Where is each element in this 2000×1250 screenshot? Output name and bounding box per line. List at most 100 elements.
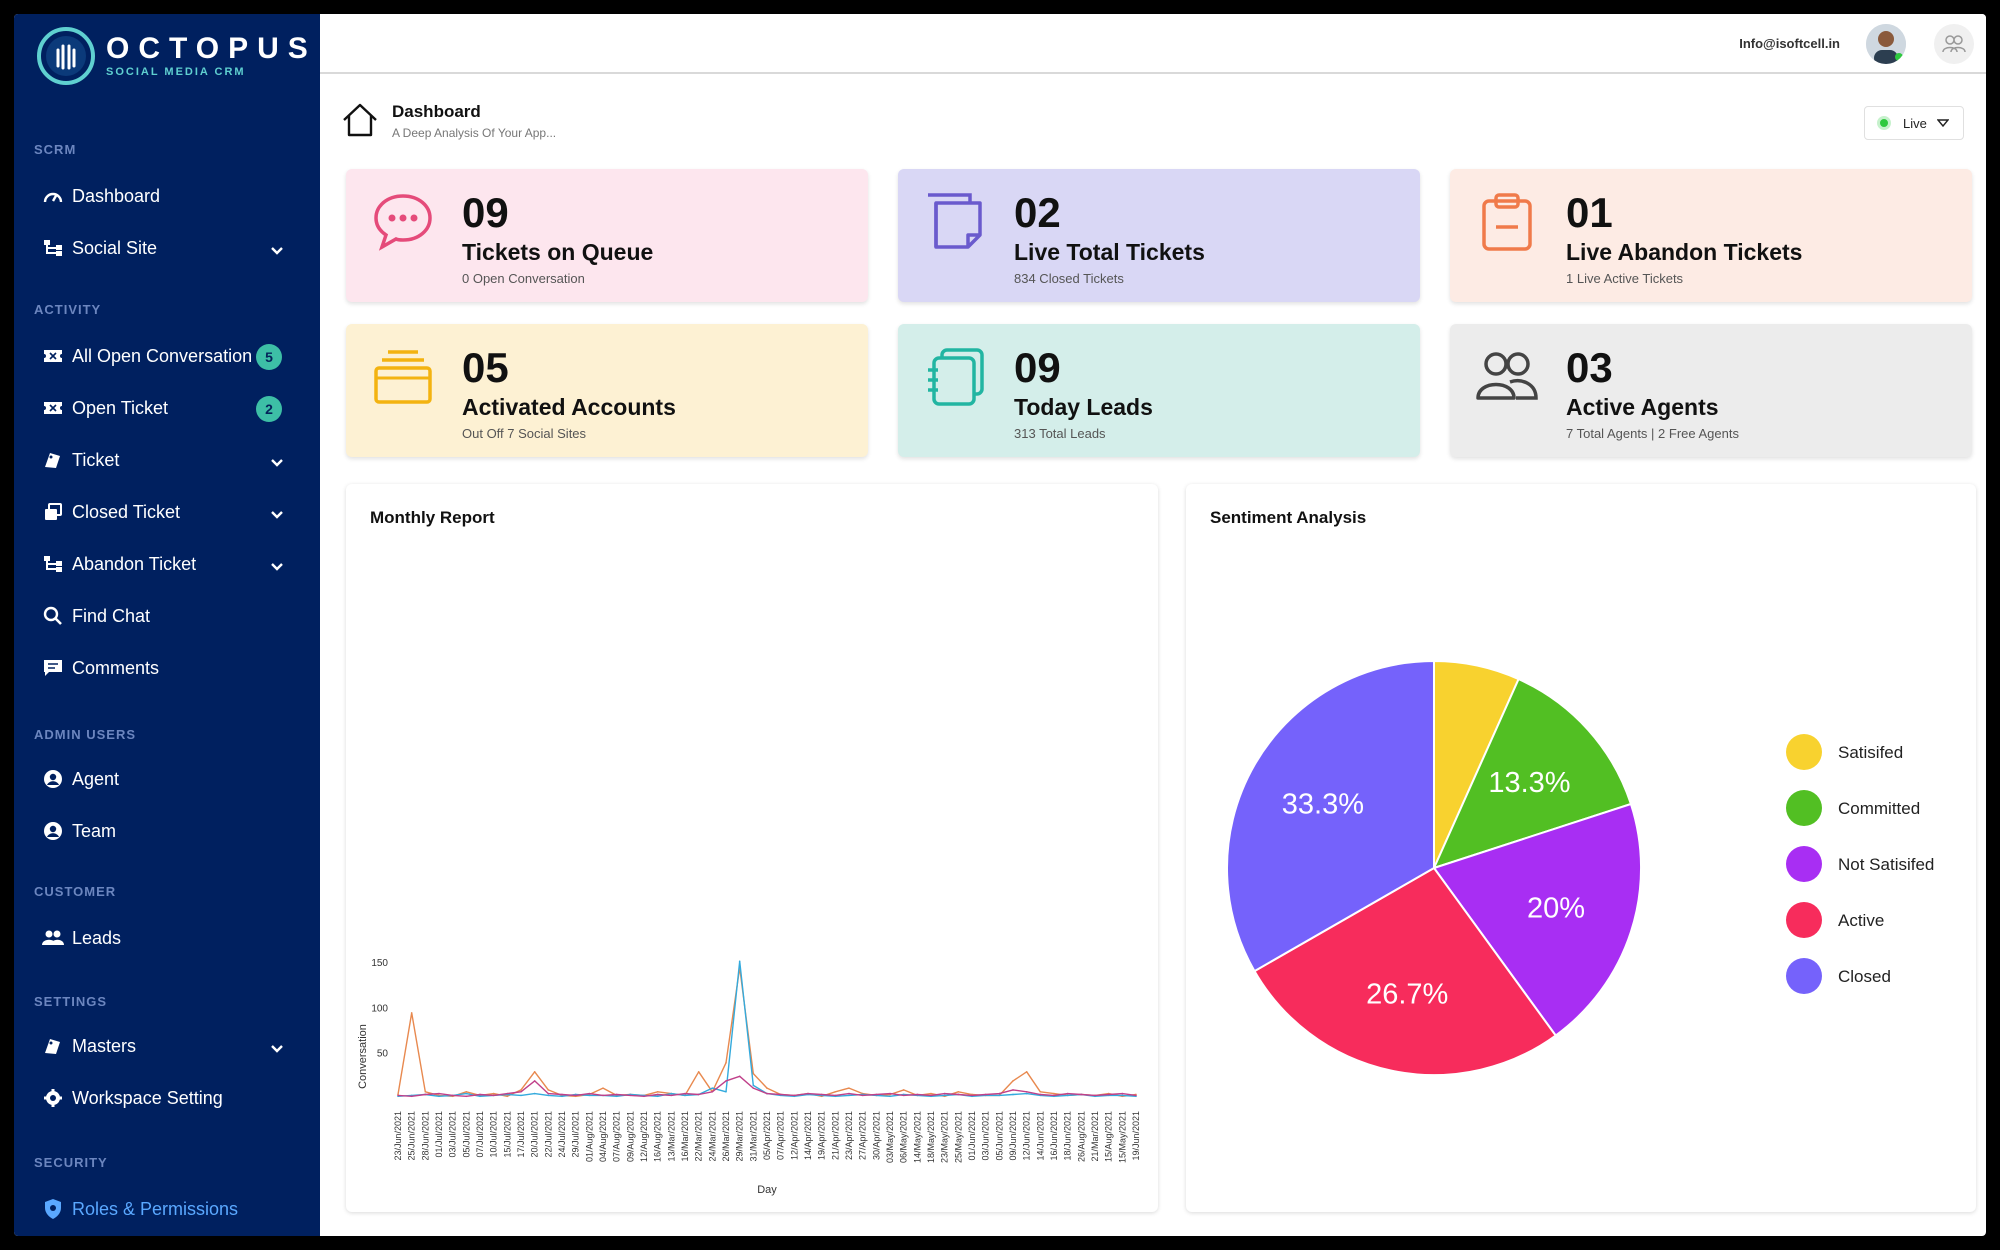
x-tick-label: 14/Jun/2021 bbox=[1035, 1111, 1045, 1161]
x-tick-label: 05/Apr/2021 bbox=[762, 1111, 772, 1160]
sidebar-item-roles-and-permissions[interactable]: Roles & Permissions bbox=[42, 1192, 304, 1226]
sidebar-item-closed-ticket[interactable]: Closed Ticket bbox=[42, 495, 304, 529]
sidebar-item-label: Masters bbox=[72, 1035, 137, 1056]
sentiment-analysis-panel: Sentiment Analysis 13.3% 20% 26.7% 33.3% Sat… bbox=[1186, 484, 1976, 1212]
legend-item-active[interactable]: Active bbox=[1786, 902, 1884, 938]
data-point bbox=[1053, 1094, 1055, 1097]
x-tick-label: 19/Apr/2021 bbox=[817, 1111, 827, 1160]
sidebar-item-workspace-setting[interactable]: Workspace Setting bbox=[42, 1081, 304, 1115]
data-point bbox=[656, 1093, 659, 1096]
stat-card-today-leads[interactable]: 09 Today Leads 313 Total Leads bbox=[898, 324, 1420, 457]
brand[interactable]: OCTOPUS SOCIAL MEDIA CRM bbox=[36, 26, 317, 86]
legend-swatch bbox=[1786, 790, 1822, 826]
sidebar-item-label: Open Ticket bbox=[72, 397, 169, 418]
gear-icon bbox=[42, 1087, 64, 1109]
data-point bbox=[766, 1092, 768, 1095]
users-icon[interactable] bbox=[1934, 24, 1974, 64]
stat-value: 02 bbox=[1014, 189, 1061, 236]
x-tick-label: 12/Apr/2021 bbox=[789, 1111, 799, 1160]
stat-card-live-abandon-tickets[interactable]: 01 Live Abandon Tickets 1 Live Active Ti… bbox=[1450, 169, 1972, 302]
legend-swatch bbox=[1786, 846, 1822, 882]
x-tick-label: 16/Jun/2021 bbox=[1049, 1111, 1059, 1161]
x-tick-label: 31/Mar/2021 bbox=[748, 1111, 758, 1162]
x-tick-label: 03/Jun/2021 bbox=[981, 1111, 991, 1161]
legend-item-committed[interactable]: Committed bbox=[1786, 790, 1920, 826]
chevron-down-icon[interactable] bbox=[270, 452, 284, 473]
x-tick-label: 24/Mar/2021 bbox=[707, 1111, 717, 1162]
data-point bbox=[588, 1094, 591, 1097]
x-tick-label: 24/Jul/2021 bbox=[557, 1111, 567, 1158]
legend-swatch bbox=[1786, 958, 1822, 994]
legend-item-closed[interactable]: Closed bbox=[1786, 958, 1891, 994]
sidebar-item-ticket[interactable]: Ticket bbox=[42, 443, 304, 477]
data-point bbox=[602, 1087, 604, 1089]
chart-title: Sentiment Analysis bbox=[1210, 508, 1367, 527]
user-avatar[interactable] bbox=[1866, 24, 1906, 64]
stat-card-live-total-tickets[interactable]: 02 Live Total Tickets 834 Closed Tickets bbox=[898, 169, 1420, 302]
data-point bbox=[1107, 1093, 1110, 1096]
data-point bbox=[1039, 1090, 1042, 1093]
x-tick-label: 18/May/2021 bbox=[926, 1111, 936, 1163]
x-tick-label: 26/Aug/2021 bbox=[1076, 1111, 1086, 1162]
live-status-dropdown[interactable]: Live bbox=[1864, 106, 1964, 140]
stat-subtext: Out Off 7 Social Sites bbox=[462, 426, 587, 441]
data-point bbox=[479, 1095, 481, 1098]
data-point bbox=[1066, 1094, 1069, 1097]
chevron-down-icon[interactable] bbox=[270, 556, 284, 577]
sidebar-item-agent[interactable]: Agent bbox=[42, 762, 304, 796]
x-tick-label: 23/May/2021 bbox=[940, 1111, 950, 1163]
sidebar-item-comments[interactable]: Comments bbox=[42, 651, 304, 685]
data-point bbox=[533, 1071, 536, 1073]
legend-item-not-satisifed[interactable]: Not Satisifed bbox=[1786, 846, 1934, 882]
data-point bbox=[820, 1093, 823, 1096]
sidebar-item-social-site[interactable]: Social Site bbox=[42, 231, 304, 265]
x-tick-label: 18/Jun/2021 bbox=[1063, 1111, 1073, 1161]
data-point bbox=[506, 1092, 509, 1095]
data-point bbox=[492, 1094, 495, 1097]
clipboard-icon bbox=[1476, 191, 1538, 253]
stat-card-tickets-on-queue[interactable]: 09 Tickets on Queue 0 Open Conversation bbox=[346, 169, 868, 302]
sidebar-item-masters[interactable]: Masters bbox=[42, 1029, 304, 1063]
x-tick-label: 14/May/2021 bbox=[912, 1111, 922, 1163]
stat-subtext: 7 Total Agents | 2 Free Agents bbox=[1566, 426, 1739, 441]
x-tick-label: 17/Jul/2021 bbox=[516, 1111, 526, 1158]
sidebar-item-leads[interactable]: Leads bbox=[42, 921, 304, 955]
sidebar-item-open-ticket[interactable]: Open Ticket 2 bbox=[42, 391, 304, 425]
page-subtitle: A Deep Analysis Of Your App... bbox=[392, 126, 557, 140]
x-tick-label: 07/Apr/2021 bbox=[776, 1111, 786, 1160]
sidebar-section-security: SECURITY bbox=[34, 1155, 108, 1170]
pie-slice-committed bbox=[1432, 677, 1633, 870]
user-email[interactable]: Info@isoftcell.in bbox=[1739, 36, 1840, 51]
data-point bbox=[547, 1089, 550, 1091]
sidebar-item-all-open-conversation[interactable]: All Open Conversation 5 bbox=[42, 339, 304, 373]
sidebar-item-label: Ticket bbox=[72, 449, 120, 470]
home-icon[interactable] bbox=[340, 102, 380, 138]
y-axis-label: Conversation bbox=[357, 1024, 369, 1089]
sidebar-item-dashboard[interactable]: Dashboard bbox=[42, 179, 304, 213]
data-point bbox=[1012, 1093, 1014, 1096]
stat-label: Live Total Tickets bbox=[1014, 239, 1205, 265]
sidebar-item-find-chat[interactable]: Find Chat bbox=[42, 599, 304, 633]
data-point bbox=[533, 1080, 536, 1082]
sentiment-pie-chart: 13.3% 20% 26.7% 33.3% Satisifed Committed Not … bbox=[1226, 659, 1934, 1077]
chevron-down-icon[interactable] bbox=[270, 1038, 284, 1059]
data-point bbox=[916, 1093, 919, 1096]
sidebar-item-label: Abandon Ticket bbox=[72, 553, 197, 574]
layers-icon bbox=[372, 346, 434, 408]
chevron-down-icon[interactable] bbox=[270, 240, 284, 261]
sidebar-item-label: Find Chat bbox=[72, 605, 151, 626]
sidebar-item-team[interactable]: Team bbox=[42, 814, 304, 848]
stat-card-activated-accounts[interactable]: 05 Activated Accounts Out Off 7 Social S… bbox=[346, 324, 868, 457]
stat-card-active-agents[interactable]: 03 Active Agents 7 Total Agents | 2 Free… bbox=[1450, 324, 1972, 457]
sidebar: OCTOPUS SOCIAL MEDIA CRM SCRM Dashboard So… bbox=[14, 14, 320, 1236]
data-point bbox=[889, 1092, 891, 1095]
legend-item-satisifed[interactable]: Satisifed bbox=[1786, 734, 1903, 770]
chevron-down-icon[interactable] bbox=[270, 504, 284, 525]
x-tick-label: 29/Mar/2021 bbox=[735, 1111, 745, 1162]
data-point bbox=[1025, 1090, 1028, 1093]
x-tick-label: 28/Jun/2021 bbox=[420, 1111, 430, 1161]
stat-label: Tickets on Queue bbox=[462, 239, 654, 265]
sidebar-item-abandon-ticket[interactable]: Abandon Ticket bbox=[42, 547, 304, 581]
data-point bbox=[670, 1094, 673, 1097]
x-tick-label: 15/Jul/2021 bbox=[502, 1111, 512, 1158]
